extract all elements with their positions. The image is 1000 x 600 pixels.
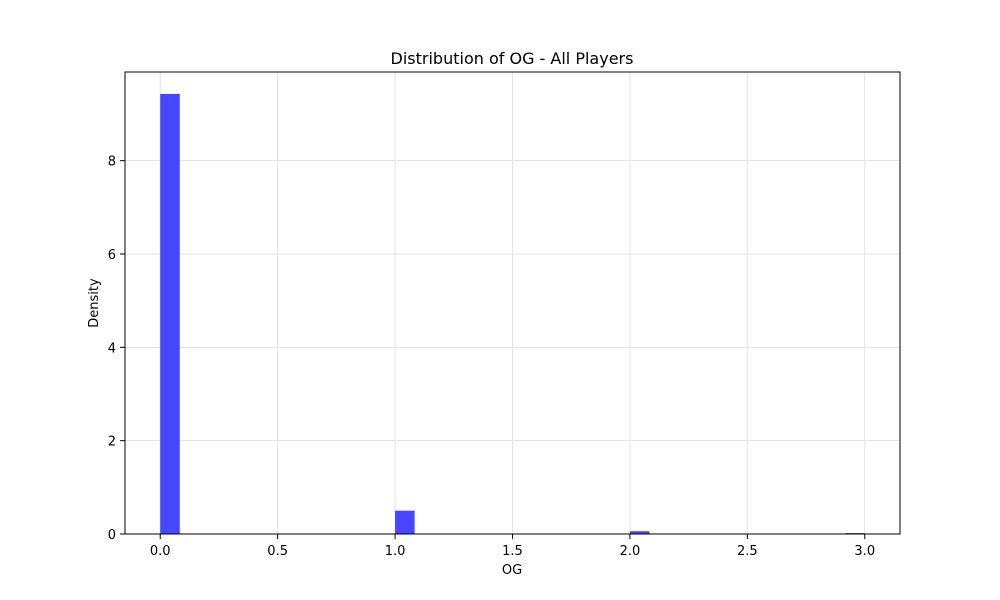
x-tick-label: 3.0 [854, 544, 875, 559]
histogram-bars [160, 93, 865, 534]
y-axis-label: Density [87, 278, 102, 328]
x-tick-label: 2.0 [620, 544, 641, 559]
chart-title: Distribution of OG - All Players [391, 49, 634, 68]
y-tick-label: 6 [108, 248, 116, 263]
histogram-bar [395, 510, 415, 534]
y-tick-label: 2 [108, 435, 116, 450]
histogram-bar [160, 93, 180, 534]
y-tick-label: 0 [108, 528, 116, 543]
x-tick-label: 2.5 [737, 544, 758, 559]
x-axis-label: OG [502, 563, 522, 578]
x-axis-ticks: 0.0 0.5 1.0 1.5 2.0 2.5 3.0 [150, 534, 875, 559]
y-axis-ticks: 0 2 4 6 8 [108, 155, 125, 543]
y-tick-label: 4 [108, 341, 116, 356]
y-tick-label: 8 [108, 155, 116, 170]
x-tick-label: 0.0 [150, 544, 171, 559]
x-tick-label: 0.5 [267, 544, 288, 559]
histogram-bar [629, 531, 650, 534]
grid-lines [125, 72, 900, 535]
x-tick-label: 1.5 [502, 544, 523, 559]
x-tick-label: 1.0 [385, 544, 406, 559]
